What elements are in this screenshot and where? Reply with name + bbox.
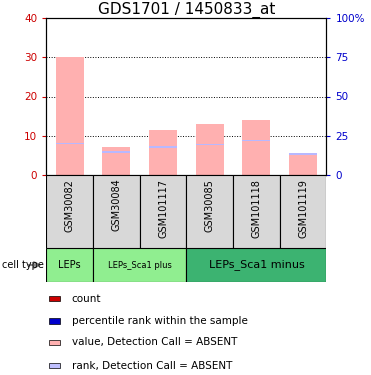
- Bar: [49, 340, 60, 345]
- Text: GSM101119: GSM101119: [298, 178, 308, 237]
- Bar: [49, 296, 60, 302]
- Bar: [149, 146, 177, 148]
- Text: GSM30084: GSM30084: [111, 178, 121, 231]
- Bar: [187, 248, 326, 282]
- Bar: [196, 144, 224, 145]
- Bar: [49, 363, 60, 368]
- Bar: [289, 153, 317, 175]
- Text: LEPs: LEPs: [58, 260, 81, 270]
- Text: GSM101118: GSM101118: [252, 178, 262, 237]
- Bar: [49, 318, 60, 324]
- Text: cell type: cell type: [2, 260, 44, 270]
- Bar: [149, 130, 177, 175]
- Text: value, Detection Call = ABSENT: value, Detection Call = ABSENT: [72, 338, 237, 348]
- Text: GSM30085: GSM30085: [205, 178, 215, 231]
- Text: rank, Detection Call = ABSENT: rank, Detection Call = ABSENT: [72, 361, 232, 371]
- Bar: [46, 248, 93, 282]
- Bar: [93, 175, 140, 248]
- Bar: [140, 175, 187, 248]
- Bar: [289, 153, 317, 155]
- Bar: [56, 57, 84, 175]
- Text: percentile rank within the sample: percentile rank within the sample: [72, 316, 247, 326]
- Bar: [196, 124, 224, 175]
- Bar: [93, 248, 187, 282]
- Bar: [187, 175, 233, 248]
- Bar: [280, 175, 326, 248]
- Bar: [46, 175, 93, 248]
- Text: LEPs_Sca1 minus: LEPs_Sca1 minus: [209, 260, 304, 270]
- Title: GDS1701 / 1450833_at: GDS1701 / 1450833_at: [98, 2, 275, 18]
- Bar: [243, 120, 270, 175]
- Bar: [102, 147, 131, 175]
- Bar: [102, 152, 131, 153]
- Text: GSM30082: GSM30082: [65, 178, 75, 231]
- Bar: [243, 140, 270, 141]
- Bar: [56, 143, 84, 144]
- Text: LEPs_Sca1 plus: LEPs_Sca1 plus: [108, 261, 172, 270]
- Text: GSM101117: GSM101117: [158, 178, 168, 238]
- Text: count: count: [72, 294, 101, 304]
- Bar: [233, 175, 280, 248]
